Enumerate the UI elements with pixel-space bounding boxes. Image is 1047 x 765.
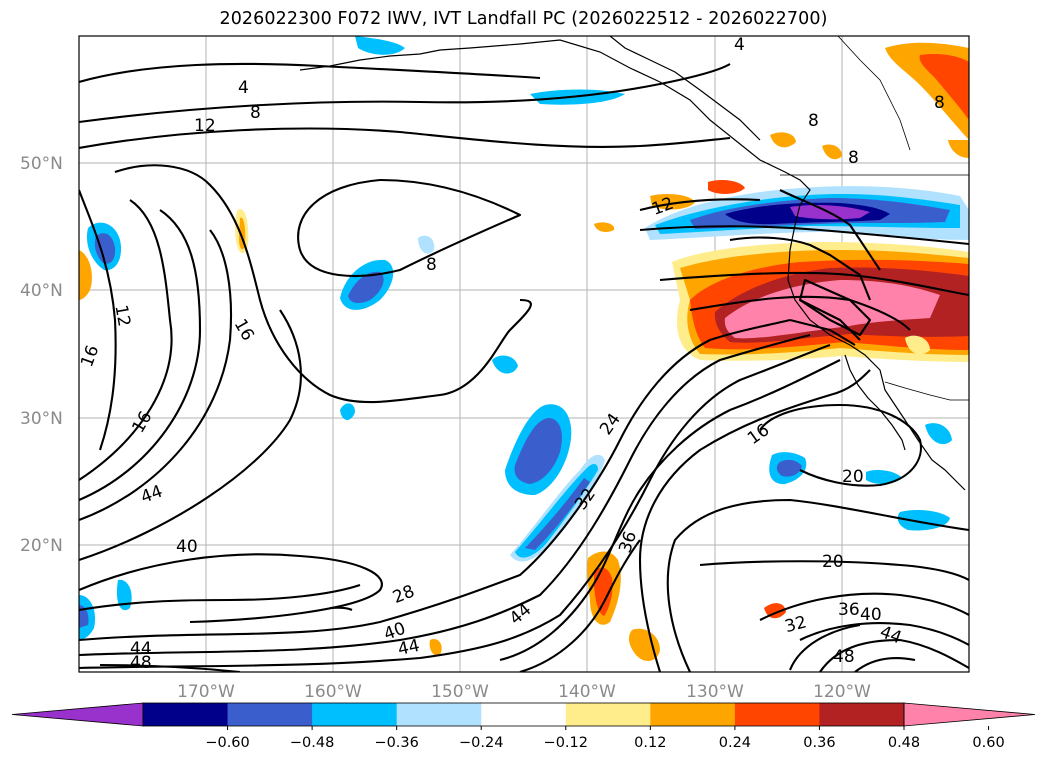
colorbar-bin: [819, 703, 905, 726]
colorbar-bin: [734, 703, 820, 726]
contour-label: 20: [842, 467, 864, 487]
colorbar-tick-label: −0.24: [459, 735, 503, 751]
latitude-labels: 50°N 40°N 30°N 20°N: [20, 154, 63, 556]
contour-label: 8: [808, 111, 819, 131]
contour-label: 8: [250, 103, 261, 123]
colorbar-outline: [142, 702, 905, 727]
colorbar-bin: [565, 703, 651, 726]
colorbar-tick-label: −0.60: [205, 735, 249, 751]
colorbar-tick-label: 0.36: [803, 735, 835, 751]
colorbar-tick-label: 0.24: [719, 735, 751, 751]
colorbar-tick-label: 0.48: [888, 735, 920, 751]
colorbar-bin: [396, 703, 482, 726]
ivt-filled-regions: [79, 36, 969, 662]
contour-label: 44: [130, 639, 152, 659]
lon-label-160w: 160°W: [304, 682, 362, 702]
colorbar-bin: [227, 703, 313, 726]
contour-label: 40: [176, 537, 198, 557]
longitude-labels: 170°W 160°W 150°W 140°W 130°W 120°W: [177, 682, 871, 702]
contour-label: 44: [396, 636, 421, 660]
colorbar-bin: [143, 703, 229, 726]
lat-label-20n: 20°N: [20, 536, 63, 556]
lon-label-140w: 140°W: [558, 682, 616, 702]
contour-label: 36: [838, 600, 860, 620]
contour-label: 40: [860, 605, 882, 625]
colorbar-bin: [312, 703, 398, 726]
colorbar-extension-high: [903, 702, 1036, 727]
colorbar-tick-label: −0.36: [374, 735, 418, 751]
colorbar-ticks: −0.60 −0.48 −0.36 −0.24 −0.12 0.12 0.24 0.36 0.4…: [205, 726, 1005, 751]
graticule: [79, 36, 969, 672]
colorbar-bin: [481, 703, 567, 726]
map-title: 2026022300 F072 IWV, IVT Landfall PC (20…: [219, 9, 828, 29]
lon-label-170w: 170°W: [177, 682, 235, 702]
coastlines: [299, 36, 969, 491]
lat-label-30n: 30°N: [20, 409, 63, 429]
contour-label: 8: [934, 93, 945, 113]
contour-label: 4: [238, 78, 249, 98]
lon-label-150w: 150°W: [431, 682, 489, 702]
lon-label-120w: 120°W: [813, 682, 871, 702]
lat-label-40n: 40°N: [20, 281, 63, 301]
colorbar-extension-low: [11, 702, 144, 727]
colorbar-tick-label: 0.12: [634, 735, 666, 751]
contour-label: 48: [130, 653, 152, 673]
lon-label-130w: 130°W: [686, 682, 744, 702]
contour-label: 4: [734, 35, 745, 55]
map-frame: [78, 35, 970, 673]
contour-label: 12: [110, 303, 133, 328]
contour-label: 8: [848, 148, 859, 168]
colorbar-tick-label: 0.60: [972, 735, 1004, 751]
colorbar-tick-label: −0.12: [544, 735, 588, 751]
colorbar-tick-label: −0.48: [290, 735, 334, 751]
contour-label: 12: [194, 116, 216, 136]
contour-label: 8: [426, 255, 437, 275]
contour-label: 48: [833, 647, 855, 667]
colorbar: [11, 702, 1036, 727]
contour-label: 20: [822, 552, 844, 572]
lat-label-50n: 50°N: [20, 154, 63, 174]
colorbar-bin: [650, 703, 736, 726]
iwv-contours: [79, 62, 969, 672]
